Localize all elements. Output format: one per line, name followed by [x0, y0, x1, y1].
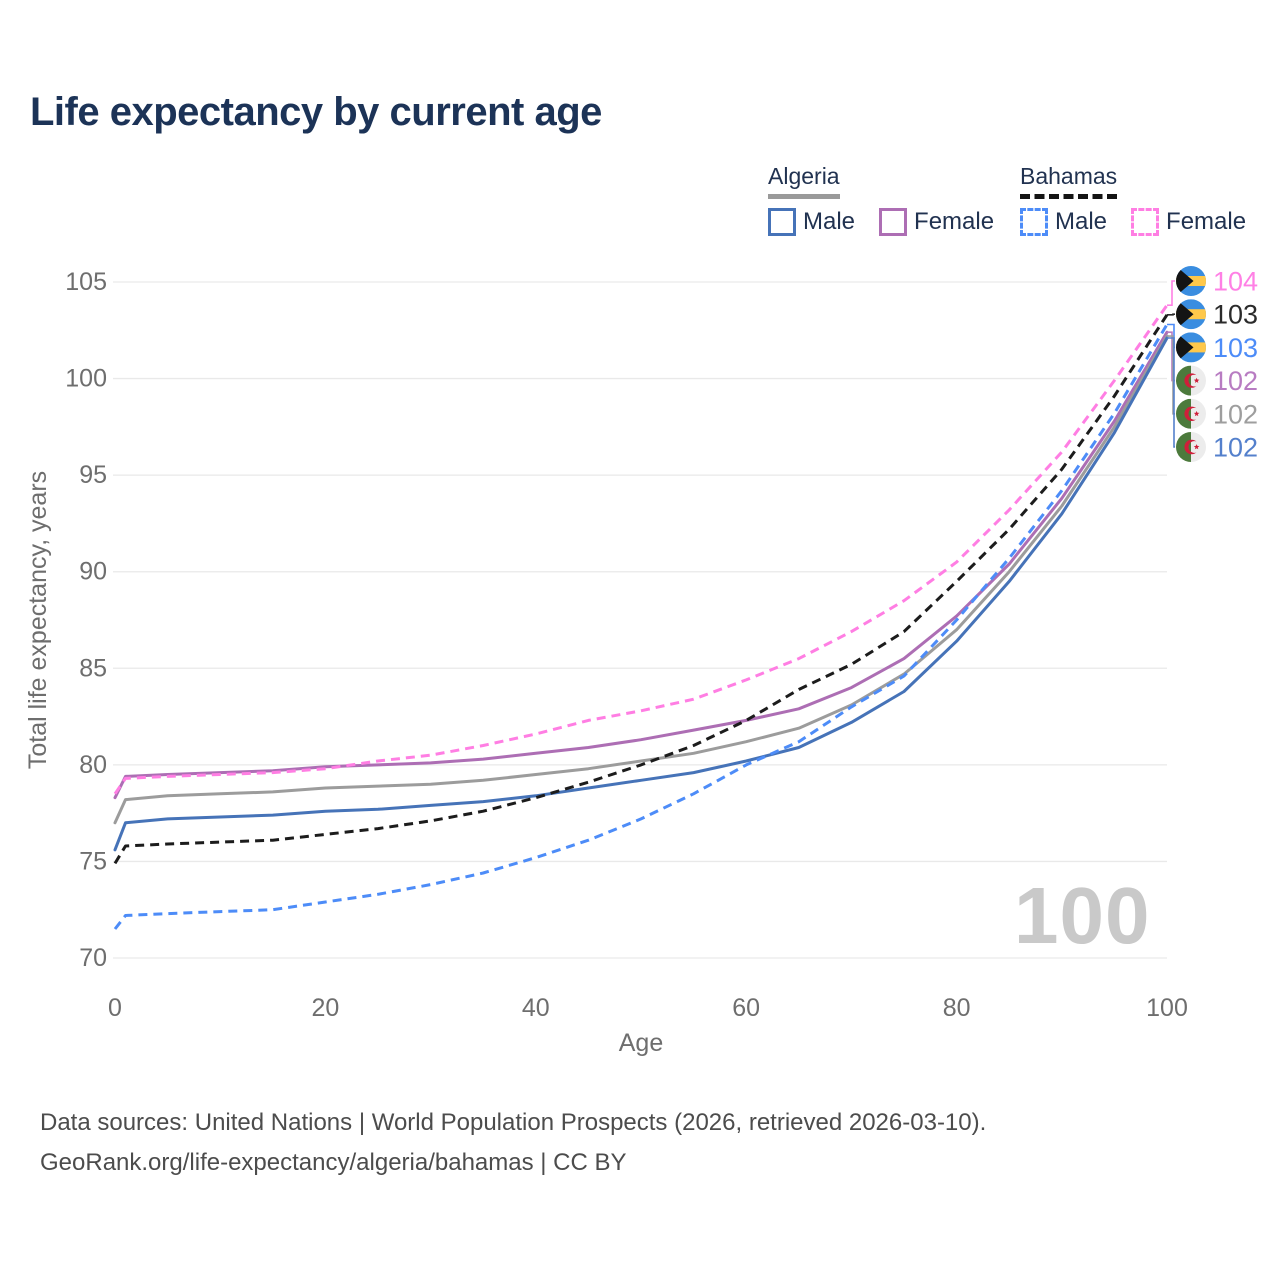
- end-value-label-bahamas-both-sexes: 103: [1213, 300, 1258, 330]
- flag-icon-algeria: [1176, 365, 1206, 396]
- series-line-bahamas-male[interactable]: [113, 323, 1169, 930]
- series-line-algeria-both-sexes[interactable]: [113, 334, 1169, 825]
- end-value-label-algeria-both-sexes: 102: [1213, 399, 1258, 429]
- flag-icon-algeria: [1176, 398, 1206, 429]
- series-line-bahamas-female[interactable]: [113, 304, 1169, 795]
- end-value-label-bahamas-female: 104: [1213, 267, 1258, 297]
- legend-items-bahamas: Male Female: [1020, 208, 1270, 236]
- legend-country-bahamas: Bahamas: [1020, 163, 1118, 199]
- chart-title: Life expectancy by current age: [30, 90, 602, 134]
- y-tick-label-100: 100: [65, 365, 107, 393]
- end-connector-bahamas-female: [1167, 280, 1175, 306]
- x-tick-label-40: 40: [522, 994, 550, 1022]
- x-tick-label-80: 80: [943, 994, 971, 1022]
- end-value-label-bahamas-male: 103: [1213, 333, 1258, 363]
- hover-age-indicator: 100: [1014, 871, 1151, 960]
- legend-label-algeria-female[interactable]: Female: [914, 208, 995, 235]
- flag-icon-bahamas: [1176, 266, 1206, 296]
- x-tick-label-60: 60: [732, 994, 760, 1022]
- y-tick-label-105: 105: [65, 268, 107, 296]
- legend-swatch-bahamas-female[interactable]: [1131, 208, 1160, 236]
- end-connector-algeria-male: [1167, 337, 1175, 448]
- legend-label-bahamas-female[interactable]: Female: [1166, 208, 1247, 235]
- data-sources-text: Data sources: United Nations | World Pop…: [40, 1109, 987, 1136]
- legend-group-algeria: Algeria Male Female: [768, 163, 1018, 236]
- y-tick-label-95: 95: [79, 461, 107, 489]
- legend-label-bahamas-male[interactable]: Male: [1055, 208, 1108, 235]
- x-tick-label-0: 0: [108, 994, 122, 1022]
- legend-swatch-algeria-female[interactable]: [879, 208, 908, 236]
- y-tick-label-80: 80: [79, 751, 107, 779]
- y-tick-label-70: 70: [79, 944, 107, 972]
- y-tick-label-75: 75: [79, 847, 107, 875]
- series-line-algeria-female[interactable]: [113, 330, 1169, 800]
- x-axis-title: Age: [619, 1029, 663, 1057]
- y-tick-label-85: 85: [79, 654, 107, 682]
- series-line-algeria-male[interactable]: [113, 336, 1169, 852]
- x-tick-label-100: 100: [1146, 994, 1188, 1022]
- end-value-label-algeria-male: 102: [1213, 433, 1258, 463]
- flag-icon-bahamas: [1176, 299, 1206, 330]
- series-line-bahamas-both-sexes[interactable]: [113, 313, 1169, 865]
- x-tick-label-20: 20: [311, 994, 339, 1022]
- legend-items-algeria: Male Female: [768, 208, 1018, 236]
- y-tick-label-90: 90: [79, 558, 107, 586]
- end-connector-bahamas-both-sexes: [1167, 313, 1175, 316]
- flag-icon-algeria: [1176, 432, 1206, 462]
- end-value-label-algeria-female: 102: [1213, 366, 1258, 396]
- legend-label-algeria-male[interactable]: Male: [803, 208, 856, 235]
- legend-swatch-bahamas-male[interactable]: [1020, 208, 1048, 236]
- legend-swatch-algeria-male[interactable]: [768, 208, 796, 236]
- footer-attribution: Data sources: United Nations | World Pop…: [40, 1103, 986, 1183]
- flag-icon-bahamas: [1176, 332, 1206, 363]
- y-axis-title: Total life expectancy, years: [24, 471, 52, 769]
- legend-country-algeria: Algeria: [768, 163, 840, 199]
- source-url-text: GeoRank.org/life-expectancy/algeria/baha…: [40, 1149, 627, 1176]
- legend-group-bahamas: Bahamas Male Female: [1020, 163, 1270, 236]
